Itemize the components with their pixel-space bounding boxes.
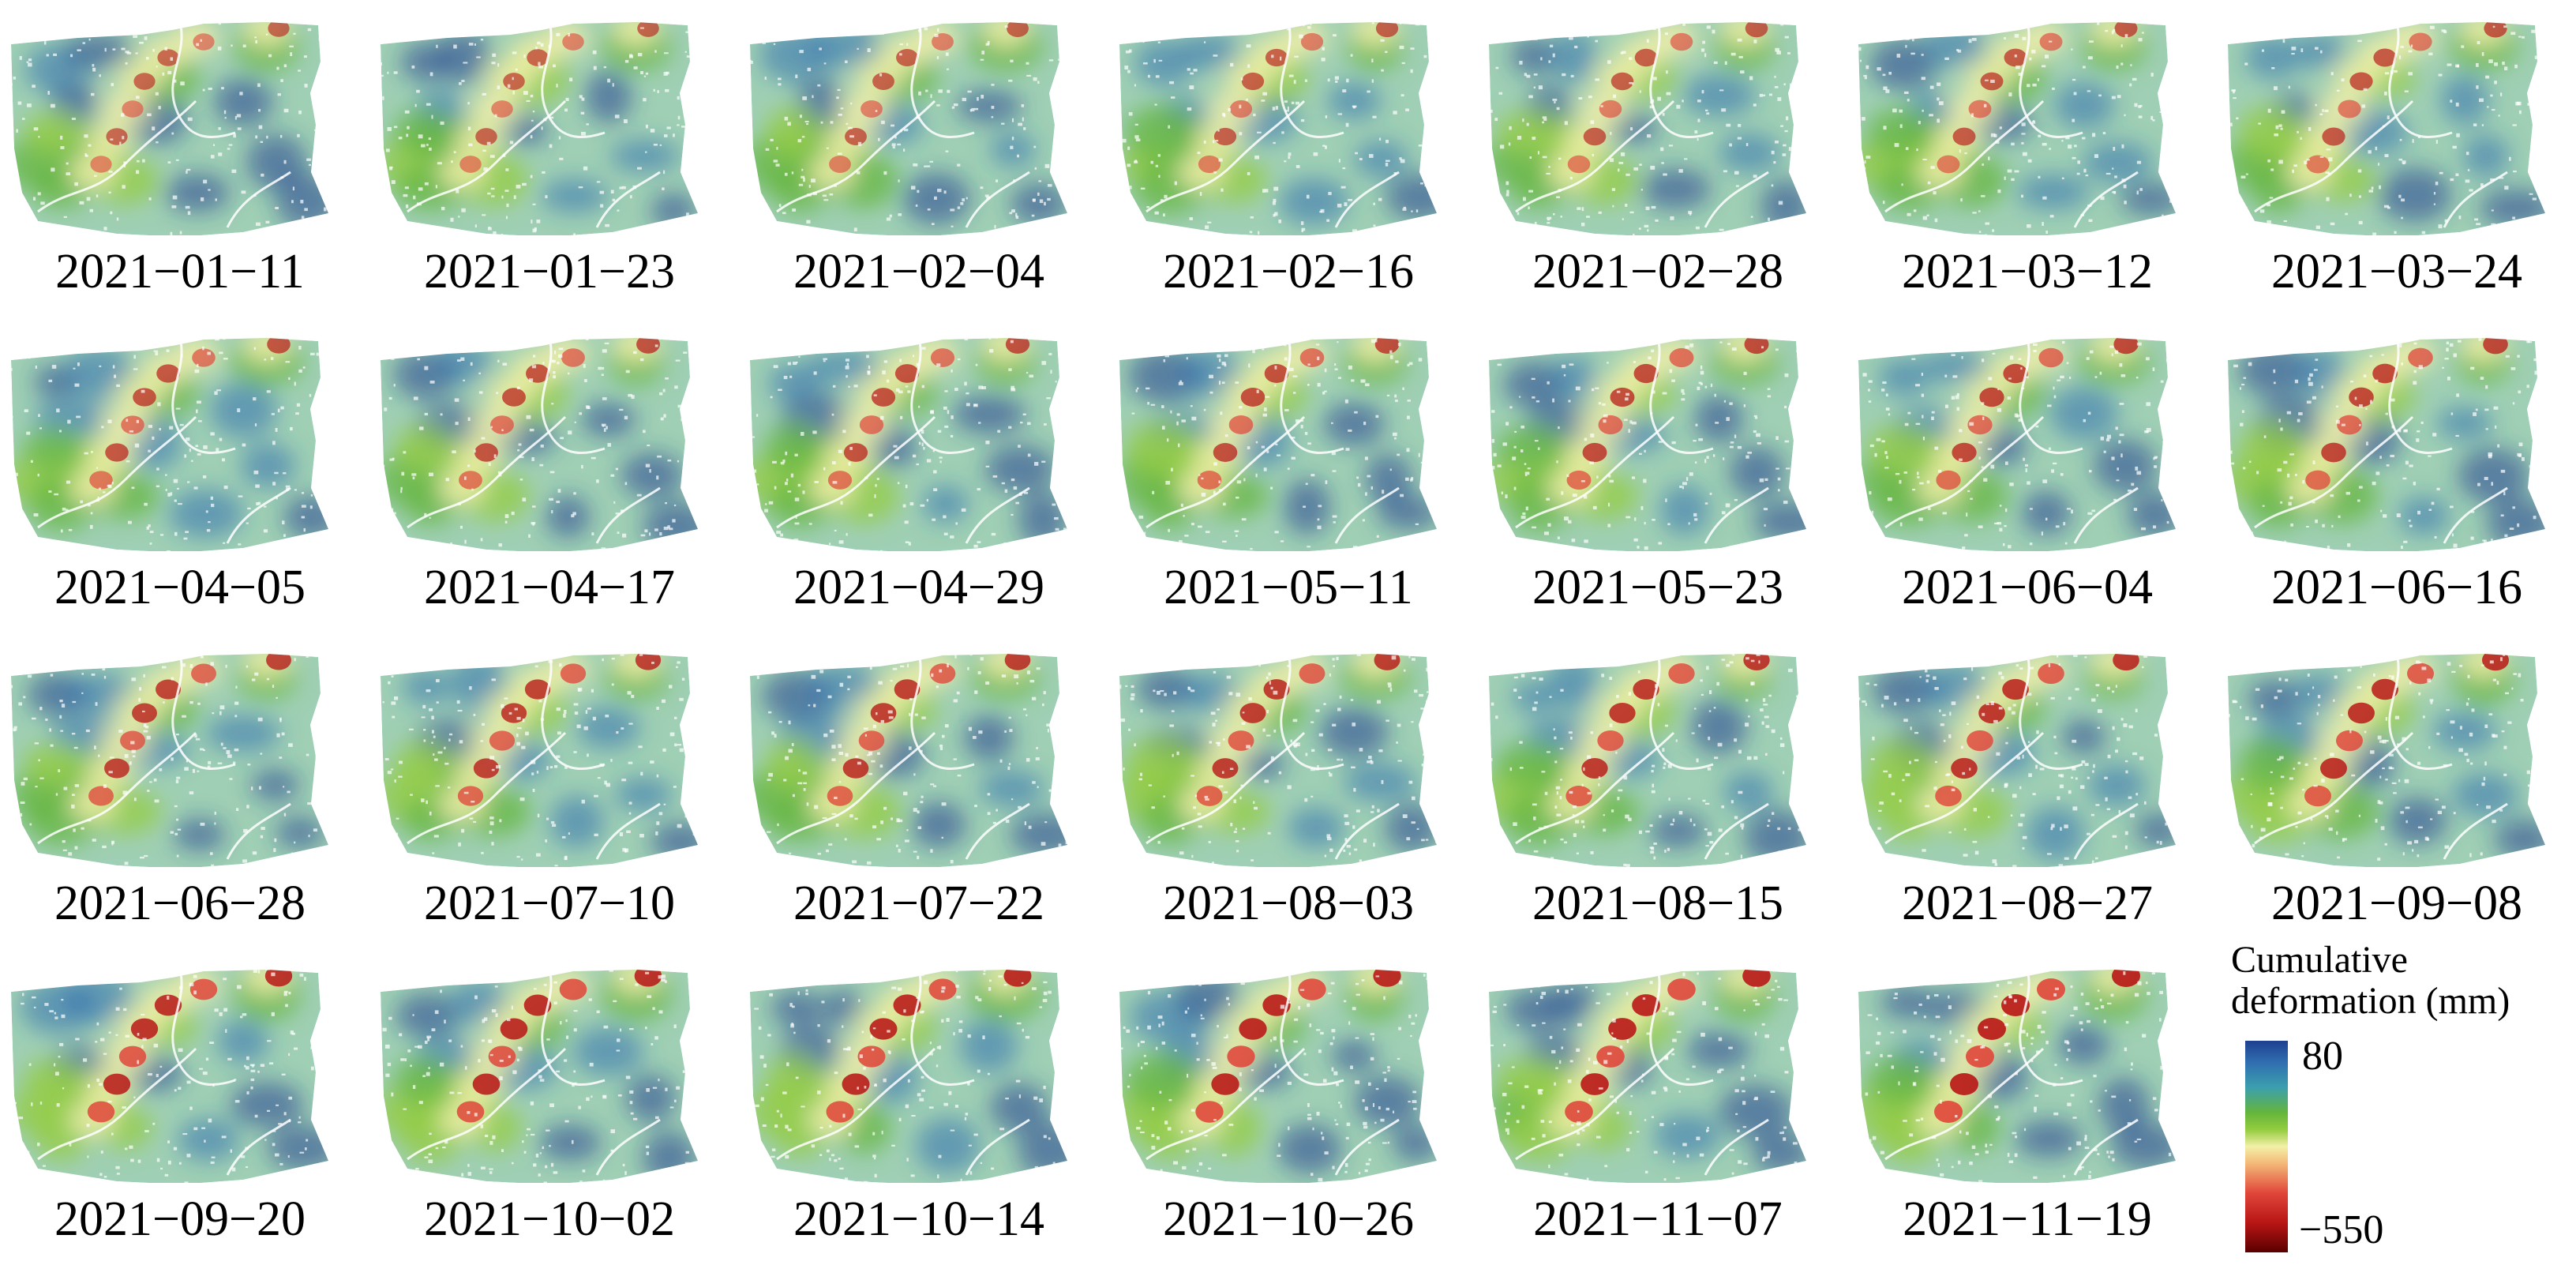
map-tile: 2021−01−11 (6, 6, 354, 310)
deformation-map (11, 970, 328, 1183)
map-tile: 2021−09−08 (2223, 638, 2570, 942)
deformation-map (2228, 22, 2545, 235)
deformation-map (11, 22, 328, 235)
acquisition-date-label: 2021−06−04 (1902, 561, 2153, 614)
legend-title-line1: Cumulative (2231, 939, 2408, 981)
acquisition-date-label: 2021−03−24 (2271, 245, 2522, 298)
acquisition-date-label: 2021−06−28 (54, 876, 306, 930)
map-tile: 2021−08−03 (1115, 638, 1462, 942)
acquisition-date-label: 2021−10−02 (424, 1192, 675, 1246)
legend-title-line2: deformation (mm) (2231, 980, 2510, 1022)
deformation-map (750, 970, 1067, 1183)
acquisition-date-label: 2021−05−23 (1532, 561, 1783, 614)
map-tile: 2021−11−19 (1854, 954, 2201, 1258)
deformation-map (750, 338, 1067, 551)
colorbar (2245, 1041, 2288, 1252)
deformation-map (2228, 338, 2545, 551)
map-tile: 2021−04−05 (6, 322, 354, 626)
deformation-map (750, 22, 1067, 235)
deformation-map (1119, 970, 1437, 1183)
deformation-map (1489, 970, 1806, 1183)
colorbar-legend: Cumulative deformation (mm) 80 −550 (2226, 940, 2574, 1263)
acquisition-date-label: 2021−08−27 (1902, 876, 2153, 930)
deformation-map (1489, 338, 1806, 551)
map-tile: 2021−02−28 (1484, 6, 1832, 310)
deformation-map (1858, 654, 2176, 867)
deformation-map (1858, 970, 2176, 1183)
deformation-map (1119, 654, 1437, 867)
acquisition-date-label: 2021−02−16 (1163, 245, 1414, 298)
deformation-map (1858, 22, 2176, 235)
map-tile: 2021−10−02 (376, 954, 723, 1258)
acquisition-date-label: 2021−01−23 (424, 245, 675, 298)
acquisition-date-label: 2021−07−22 (793, 876, 1044, 930)
deformation-map (1119, 338, 1437, 551)
deformation-map (2228, 654, 2545, 867)
map-tile: 2021−07−22 (745, 638, 1093, 942)
map-tile: 2021−08−27 (1854, 638, 2201, 942)
deformation-map (1119, 22, 1437, 235)
map-tile: 2021−10−14 (745, 954, 1093, 1258)
acquisition-date-label: 2021−11−19 (1903, 1192, 2152, 1246)
acquisition-date-label: 2021−10−26 (1163, 1192, 1414, 1246)
acquisition-date-label: 2021−04−29 (793, 561, 1044, 614)
acquisition-date-label: 2021−10−14 (793, 1192, 1044, 1246)
legend-title: Cumulative deformation (mm) (2231, 940, 2576, 1022)
map-tile: 2021−02−04 (745, 6, 1093, 310)
acquisition-date-label: 2021−09−08 (2271, 876, 2522, 930)
acquisition-date-label: 2021−09−20 (54, 1192, 306, 1246)
map-tile: 2021−06−16 (2223, 322, 2570, 626)
map-tile: 2021−03−12 (1854, 6, 2201, 310)
deformation-map (1489, 22, 1806, 235)
deformation-map (1489, 654, 1806, 867)
map-tile: 2021−08−15 (1484, 638, 1832, 942)
acquisition-date-label: 2021−11−07 (1533, 1192, 1783, 1246)
map-tile: 2021−06−04 (1854, 322, 2201, 626)
deformation-map (1858, 338, 2176, 551)
map-tile: 2021−10−26 (1115, 954, 1462, 1258)
acquisition-date-label: 2021−03−12 (1902, 245, 2153, 298)
acquisition-date-label: 2021−08−03 (1163, 876, 1414, 930)
deformation-map (381, 22, 698, 235)
deformation-map (381, 970, 698, 1183)
map-tile: 2021−05−23 (1484, 322, 1832, 626)
map-tile: 2021−01−23 (376, 6, 723, 310)
deformation-map (381, 338, 698, 551)
map-tile: 2021−06−28 (6, 638, 354, 942)
deformation-map (11, 338, 328, 551)
map-tile: 2021−02−16 (1115, 6, 1462, 310)
acquisition-date-label: 2021−07−10 (424, 876, 675, 930)
map-tile: 2021−09−20 (6, 954, 354, 1258)
colorbar-min-label: −550 (2299, 1207, 2384, 1252)
map-tile: 2021−05−11 (1115, 322, 1462, 626)
acquisition-date-label: 2021−01−11 (55, 245, 305, 298)
acquisition-date-label: 2021−04−05 (54, 561, 306, 614)
map-tile: 2021−04−29 (745, 322, 1093, 626)
acquisition-date-label: 2021−08−15 (1532, 876, 1783, 930)
acquisition-date-label: 2021−06−16 (2271, 561, 2522, 614)
map-tile: 2021−11−07 (1484, 954, 1832, 1258)
acquisition-date-label: 2021−02−28 (1532, 245, 1783, 298)
acquisition-date-label: 2021−04−17 (424, 561, 675, 614)
map-tile: 2021−04−17 (376, 322, 723, 626)
map-tile: 2021−03−24 (2223, 6, 2570, 310)
deformation-map (750, 654, 1067, 867)
deformation-map (381, 654, 698, 867)
acquisition-date-label: 2021−05−11 (1164, 561, 1413, 614)
map-tile: 2021−07−10 (376, 638, 723, 942)
deformation-map (11, 654, 328, 867)
acquisition-date-label: 2021−02−04 (793, 245, 1044, 298)
colorbar-max-label: 80 (2302, 1034, 2343, 1079)
